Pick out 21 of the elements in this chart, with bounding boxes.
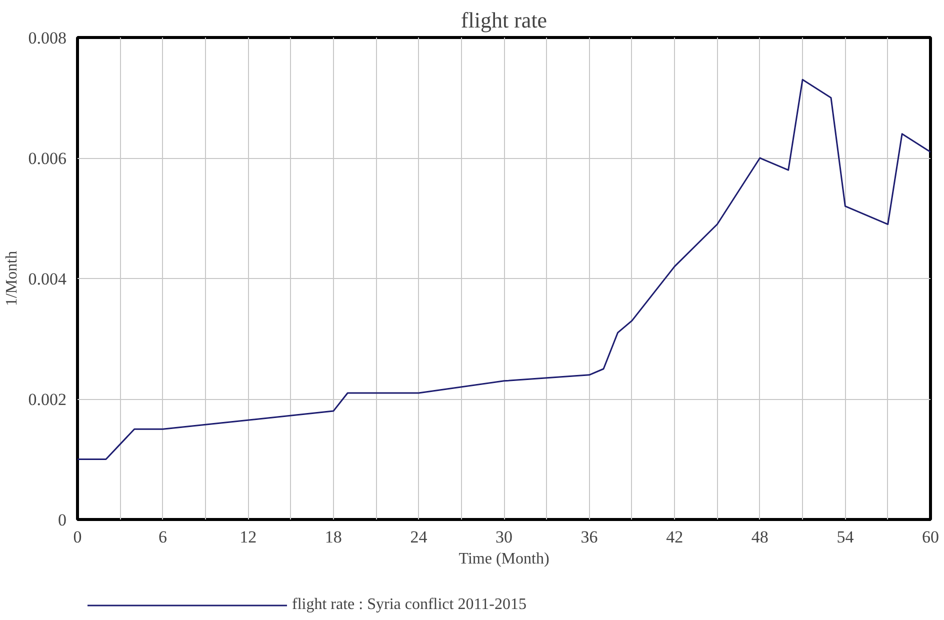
x-tick-label: 12 xyxy=(240,528,257,546)
y-tick-label: 0.008 xyxy=(28,28,66,48)
x-axis-title: Time (Month) xyxy=(458,550,550,568)
y-tick-label: 0 xyxy=(58,510,66,530)
line-series xyxy=(78,78,930,460)
x-tick-label: 30 xyxy=(496,528,512,546)
x-tick-label: 18 xyxy=(324,528,342,546)
x-tick-label: 54 xyxy=(836,528,854,546)
chart-title: flight rate xyxy=(460,8,548,32)
x-tick-label: 24 xyxy=(410,528,428,546)
x-tick-label: 42 xyxy=(666,528,684,546)
y-tick-label: 0.004 xyxy=(28,270,67,288)
x-tick-label: 6 xyxy=(158,528,168,546)
y-tick-label: 0.006 xyxy=(28,149,66,168)
x-tick-label: 60 xyxy=(922,528,939,546)
y-axis-title: 1/Month xyxy=(3,250,20,306)
y-tick-label: 0.002 xyxy=(28,390,66,409)
x-tick-label: 0 xyxy=(73,528,82,546)
text: flight rate : Syria conflict 2011-2015 xyxy=(292,596,526,614)
x-tick-label: 48 xyxy=(751,528,768,546)
x-tick-label: 36 xyxy=(580,528,598,546)
